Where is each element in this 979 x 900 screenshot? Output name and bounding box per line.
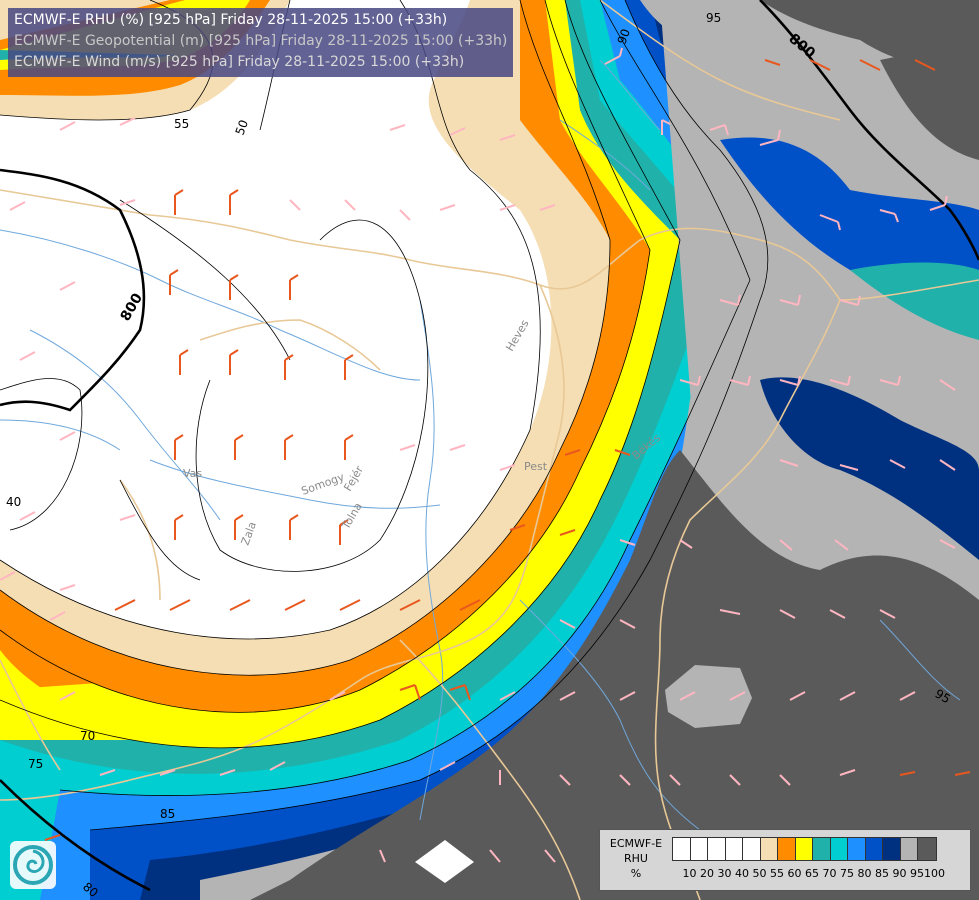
legend-swatch (690, 838, 708, 860)
wind-barbs-orange (44, 59, 971, 841)
county-pest: Pest (524, 460, 548, 473)
rhu-label-50: 50 (233, 118, 251, 137)
legend-swatch (918, 838, 936, 860)
legend-tick-label: 65 (805, 867, 819, 880)
legend-tick-label: 100 (924, 867, 945, 880)
legend-label-variable: RHU (624, 852, 648, 865)
legend-swatch (760, 838, 778, 860)
map-title-box: ECMWF-E RHU (%) [925 hPa] Friday 28-11-2… (8, 8, 514, 77)
legend-ticks: 10 20 30 40 50 55 60 65 70 75 80 85 90 95 100 (672, 867, 972, 881)
legend-tick-label: 10 (682, 867, 697, 880)
rhu-legend: ECMWF-E RHU % 10 20 30 40 50 55 60 65 70 75 80 85 90… (599, 829, 971, 891)
legend-swatches (672, 837, 937, 861)
legend-label: ECMWF-E RHU % (604, 836, 668, 881)
legend-swatch (865, 838, 883, 860)
rhu-label-85: 85 (160, 807, 175, 821)
legend-label-model: ECMWF-E (609, 837, 663, 850)
legend-tick-label: 75 (840, 867, 854, 880)
legend-swatch (848, 838, 866, 860)
legend-tick-label: 55 (770, 867, 784, 880)
legend-tick-label: 20 (700, 867, 714, 880)
legend-tick-label: 80 (857, 867, 872, 880)
legend-tick-label: 70 (822, 867, 837, 880)
rhu-contours (0, 0, 769, 831)
legend-swatch (673, 838, 691, 860)
legend-tick-label: 50 (752, 867, 767, 880)
legend-swatch (708, 838, 726, 860)
title-geopotential: ECMWF-E Geopotential (m) [925 hPa] Frida… (14, 33, 508, 49)
legend-swatch (883, 838, 901, 860)
legend-swatch (725, 838, 743, 860)
legend-swatch (778, 838, 796, 860)
legend-tick-label: 90 (892, 867, 907, 880)
legend-swatch (795, 838, 813, 860)
rivers (0, 59, 961, 831)
title-rhu: ECMWF-E RHU (%) [925 hPa] Friday 28-11-2… (14, 12, 448, 28)
rhu-label-55: 55 (174, 117, 189, 131)
legend-swatch (830, 838, 848, 860)
legend-tick-label: 85 (875, 867, 889, 880)
rhu-label-70: 70 (80, 729, 95, 743)
rhu-label-40: 40 (6, 495, 21, 509)
title-wind: ECMWF-E Wind (m/s) [925 hPa] Friday 28-1… (14, 54, 465, 70)
legend-tick-label: 40 (735, 867, 749, 880)
legend-swatch (813, 838, 831, 860)
ecmwf-logo-icon (10, 841, 56, 889)
rhu-label-90: 90 (615, 27, 633, 46)
legend-swatch (900, 838, 918, 860)
county-vas: Vas (183, 467, 202, 480)
wind-barbs-pink (0, 47, 956, 863)
legend-swatch (743, 838, 761, 860)
rhu-label-95-top: 95 (706, 11, 721, 25)
rhu-label-95-east: 95 (933, 686, 953, 706)
legend-tick-label: 95 (910, 867, 924, 880)
legend-label-unit: % (630, 867, 642, 880)
rhu-bands-southwest (0, 600, 160, 740)
rhu-label-75: 75 (28, 757, 43, 771)
legend-tick-label: 30 (717, 867, 732, 880)
legend-tick-label: 60 (787, 867, 802, 880)
